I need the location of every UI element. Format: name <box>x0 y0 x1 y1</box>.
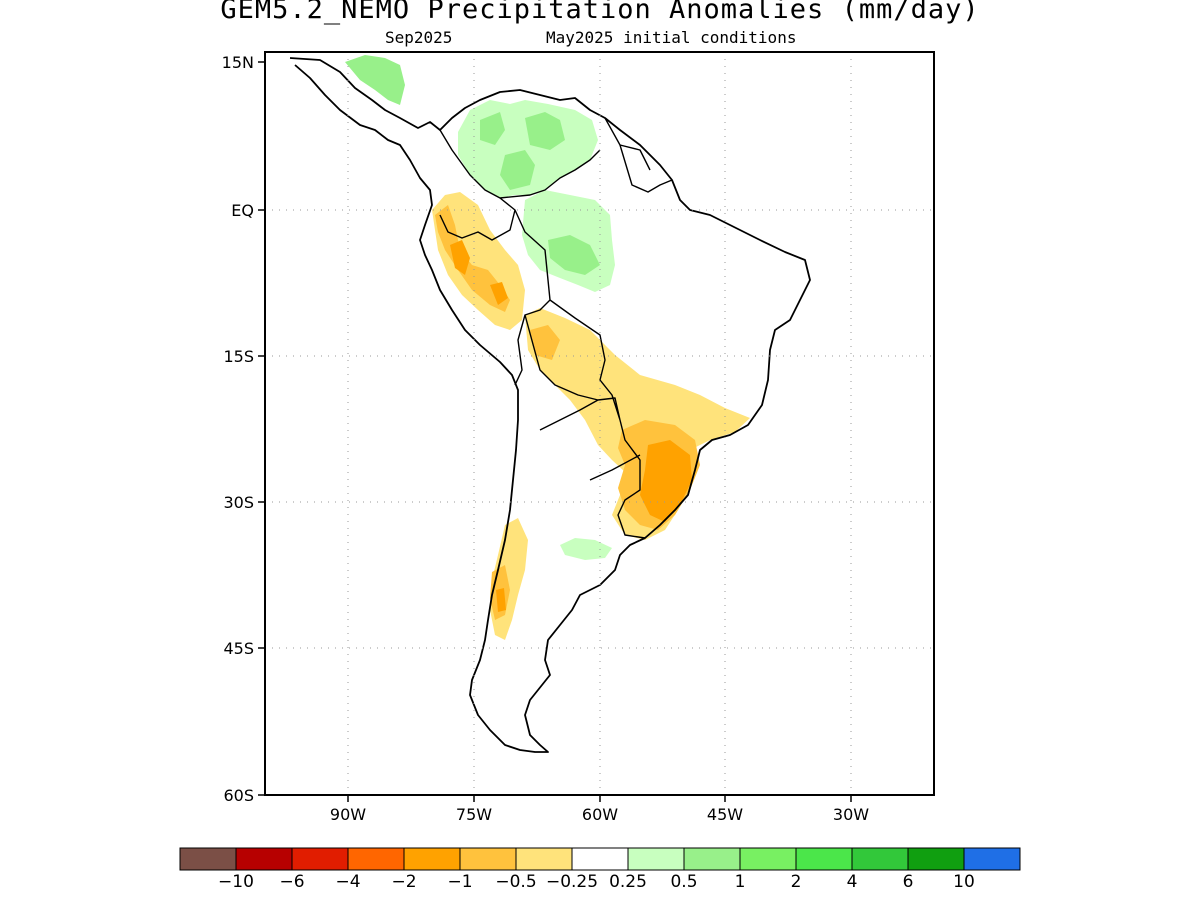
forecast-month-label: Sep2025 <box>385 28 453 47</box>
colorbar-swatch <box>515 847 573 871</box>
colorbar-swatch <box>963 847 1021 871</box>
colorbar-tick-label: −0.25 <box>545 872 599 892</box>
anomaly-region-peru-south <box>490 282 508 305</box>
anomaly-region-peru-core <box>450 240 470 275</box>
colorbar-swatch <box>235 847 293 871</box>
anomaly-region-bolivia <box>530 325 560 360</box>
colorbar-swatch <box>459 847 517 871</box>
anomaly-region-amazon-east <box>548 235 600 275</box>
colorbar-swatch <box>907 847 965 871</box>
colorbar-swatch <box>851 847 909 871</box>
initial-conditions-label: May2025 initial conditions <box>546 28 797 47</box>
coastlines <box>289 57 811 753</box>
colorbar-tick-label: −10 <box>218 872 254 892</box>
anomaly-region-amazon-core <box>500 150 535 190</box>
map-title: GEM5.2_NEMO Precipitation Anomalies (mm/… <box>220 0 980 25</box>
colorbar-tick-label: 0.25 <box>609 872 647 892</box>
colorbar-tick-label: 2 <box>790 872 802 892</box>
lon-label-45w: 45W <box>707 805 743 824</box>
colorbar-tick-label: −6 <box>279 872 305 892</box>
colorbar-tick-label: −0.5 <box>495 872 537 892</box>
colorbar-tick-label: 4 <box>846 872 858 892</box>
lat-label-45s: 45S <box>223 639 254 658</box>
anomaly-region-colombia <box>480 112 505 145</box>
colorbar-tick-label: 0.5 <box>670 872 698 892</box>
lat-label-15n: 15N <box>222 53 254 72</box>
colorbar-swatch <box>571 847 629 871</box>
lat-label-30s: 30S <box>223 493 254 512</box>
lon-label-75w: 75W <box>456 805 492 824</box>
anomaly-region-argentina <box>560 538 612 560</box>
continent-coastline <box>289 57 811 753</box>
colorbar-swatch <box>739 847 797 871</box>
lat-label-eq: EQ <box>231 201 254 220</box>
colorbar-tick-label: −2 <box>391 872 417 892</box>
axis-ticks <box>258 61 852 802</box>
colorbar-tick-label: −1 <box>447 872 473 892</box>
anomaly-region-central-america <box>345 55 405 105</box>
lat-label-60s: 60S <box>223 786 254 805</box>
colorbar-tick-label: 1 <box>734 872 746 892</box>
colorbar-swatch <box>683 847 741 871</box>
anomaly-region-venezuela <box>525 112 565 150</box>
colorbar-swatch <box>627 847 685 871</box>
colorbar-swatch <box>179 847 237 871</box>
lat-label-15s: 15S <box>223 347 254 366</box>
lat-lon-grid <box>265 52 934 795</box>
negative-anomaly-regions <box>432 192 750 640</box>
colorbar-tick-label: 10 <box>953 872 975 892</box>
positive-anomaly-regions <box>345 55 615 560</box>
colorbar <box>179 847 1021 871</box>
country-borders <box>439 117 673 539</box>
colorbar-swatch <box>291 847 349 871</box>
lon-label-60w: 60W <box>582 805 618 824</box>
colorbar-swatch <box>795 847 853 871</box>
colorbar-swatch <box>347 847 405 871</box>
colorbar-swatch <box>403 847 461 871</box>
anomaly-region-chile-south <box>496 588 506 612</box>
lon-label-30w: 30W <box>833 805 869 824</box>
colorbar-tick-label: −4 <box>335 872 361 892</box>
lon-label-90w: 90W <box>330 805 366 824</box>
colorbar-tick-label: 6 <box>902 872 914 892</box>
